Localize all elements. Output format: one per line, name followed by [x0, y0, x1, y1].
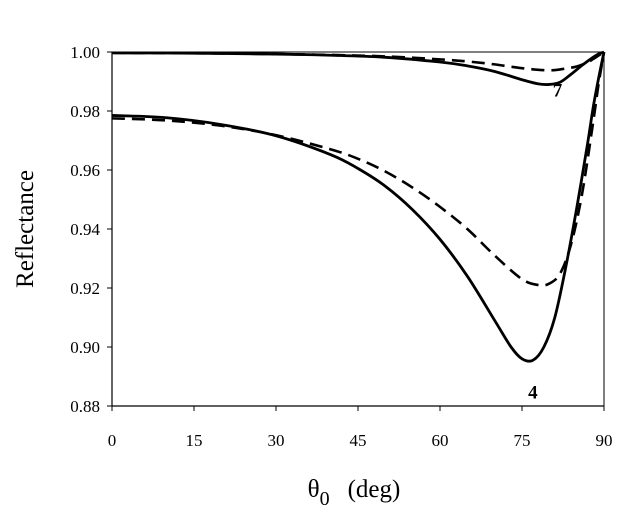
- curve-7-solid: [111, 50, 605, 87]
- y-axis-title: Reflectance: [12, 170, 39, 288]
- curve-4-solid: [111, 51, 606, 363]
- x-tick-label: 90: [596, 431, 613, 450]
- curve-label-4: 4: [528, 383, 538, 404]
- annotations: 74: [528, 81, 563, 404]
- y-tick-label: 0.90: [70, 338, 100, 357]
- x-tick-label: 45: [350, 431, 367, 450]
- x-tick-label: 75: [514, 431, 531, 450]
- curve-label-7: 7: [553, 81, 563, 102]
- y-tick-label: 0.96: [70, 161, 100, 180]
- series-group: [111, 50, 606, 363]
- x-axis: 0 15 30 45 60 75 90: [108, 52, 613, 450]
- curve-4-dashed: [111, 51, 606, 287]
- x-tick-label: 0: [108, 431, 117, 450]
- y-tick-label: 1.00: [70, 43, 100, 62]
- x-axis-title-subscript: 0: [320, 488, 330, 510]
- x-tick-label: 15: [186, 431, 203, 450]
- x-tick-label: 60: [432, 431, 449, 450]
- curve-7-dashed: [111, 50, 605, 72]
- x-axis-title-unit: (deg): [348, 476, 401, 503]
- y-tick-label: 0.88: [70, 397, 100, 416]
- y-tick-label: 0.92: [70, 279, 100, 298]
- x-axis-title-theta: θ: [308, 476, 320, 503]
- x-tick-label: 30: [268, 431, 285, 450]
- x-axis-title: θ0 (deg): [308, 476, 401, 510]
- y-tick-label: 0.98: [70, 102, 100, 121]
- y-tick-label: 0.94: [70, 220, 100, 239]
